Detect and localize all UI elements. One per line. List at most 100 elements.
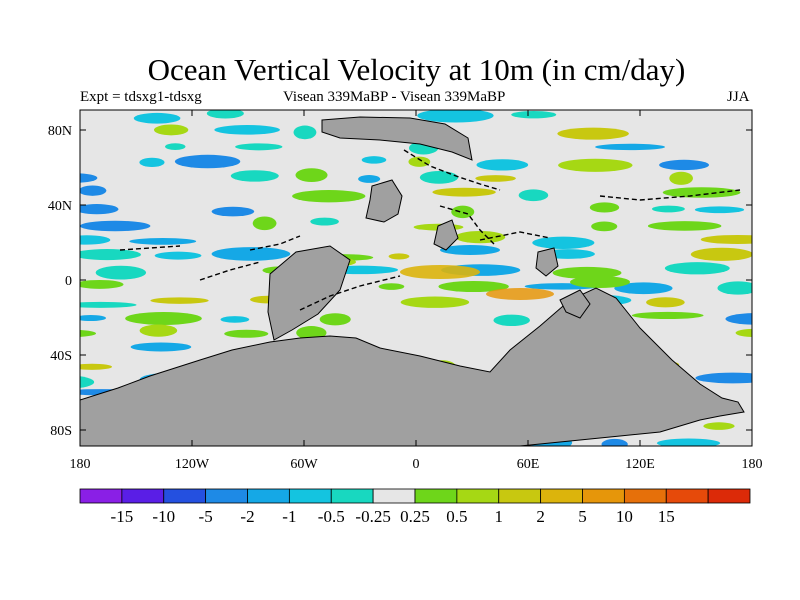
velocity-patch (139, 157, 165, 168)
velocity-patch (388, 253, 410, 260)
velocity-patch (476, 159, 529, 171)
velocity-patch (358, 175, 381, 183)
colorbar-swatch (498, 488, 542, 504)
velocity-patch (438, 280, 509, 293)
x-tick-label: 60W (290, 457, 318, 472)
colorbar-label: 10 (616, 507, 633, 526)
velocity-patch (129, 237, 197, 245)
y-axis: 80N 40N 0 40S 80S (48, 124, 752, 439)
velocity-patch (656, 438, 721, 446)
x-tick-label: 180 (742, 457, 763, 472)
land-small-isle-a (433, 219, 459, 251)
velocity-patch (80, 185, 107, 196)
velocity-patch (80, 204, 119, 215)
colorbar-swatch (163, 488, 207, 504)
velocity-patch (80, 363, 113, 370)
velocity-patch (432, 187, 496, 197)
velocity-patch (664, 262, 730, 275)
y-tick-label: 40S (50, 349, 72, 364)
colorbar-swatch (372, 488, 416, 504)
velocity-patch (646, 297, 685, 308)
colorbar-label: -1 (282, 507, 296, 526)
x-tick-label: 120E (625, 457, 655, 472)
velocity-patch (591, 221, 618, 232)
velocity-patch (80, 315, 107, 322)
coastline-dashes (119, 149, 741, 311)
velocity-patch (557, 127, 629, 140)
velocity-patch (235, 143, 283, 151)
velocity-patch (589, 202, 620, 213)
colorbar-label: 0.25 (400, 507, 430, 526)
colorbar-label: 2 (536, 507, 545, 526)
velocity-patch (230, 170, 279, 182)
colorbar-swatch (414, 488, 458, 504)
x-tick-label: 0 (413, 457, 420, 472)
colorbar-swatch (247, 488, 290, 504)
velocity-patch (292, 189, 366, 203)
colorbar-label: -10 (152, 507, 175, 526)
velocity-patch (378, 283, 405, 290)
velocity-patch (80, 249, 141, 261)
velocity-patch (130, 342, 192, 352)
colorbar-label: 1 (495, 507, 504, 526)
x-tick-label: 180 (70, 457, 91, 472)
velocity-patch (493, 314, 530, 327)
velocity-patch (319, 313, 351, 326)
velocity-patch (310, 217, 339, 226)
land-gondwana-west (267, 245, 351, 341)
velocity-patch (417, 110, 494, 123)
velocity-patch (511, 111, 557, 119)
colorbar-swatch (205, 488, 248, 504)
velocity-patch (717, 281, 752, 295)
velocity-patch (703, 422, 735, 430)
x-axis: 180 120W 60W 0 60E 120E 180 (70, 110, 763, 472)
velocity-patch (725, 313, 752, 325)
velocity-patch (758, 205, 796, 218)
velocity-patch (80, 235, 111, 245)
colorbar-swatch (665, 488, 709, 504)
y-tick-label: 80S (50, 424, 72, 439)
velocity-patch (647, 221, 722, 231)
velocity-patch (455, 230, 506, 244)
velocity-patch (80, 376, 95, 388)
velocity-patch (700, 234, 752, 245)
x-tick-label: 120W (175, 457, 210, 472)
velocity-patch (293, 125, 317, 140)
y-tick-label: 80N (48, 124, 72, 139)
velocity-patch (211, 206, 255, 217)
velocity-patch (595, 143, 665, 151)
colorbar-swatch (288, 488, 332, 504)
velocity-patch (451, 205, 475, 219)
velocity-patch (601, 438, 628, 446)
velocity-patch (690, 247, 752, 261)
y-tick-label: 40N (48, 199, 72, 214)
velocity-patch (532, 236, 595, 249)
velocity-patch (695, 372, 752, 384)
velocity-patch (80, 329, 97, 337)
velocity-patch (154, 251, 202, 260)
velocity-patch (558, 158, 633, 172)
velocity-patch (296, 326, 327, 340)
velocity-patch (206, 110, 244, 119)
colorbar-label: -15 (111, 507, 134, 526)
colorbar-label: 0.5 (446, 507, 467, 526)
velocity-patch (735, 328, 752, 338)
colorbar (79, 488, 751, 504)
velocity-patch (153, 124, 189, 136)
velocity-patch (139, 324, 178, 337)
velocity-patch (400, 296, 470, 308)
velocity-patch (659, 159, 709, 171)
land-gondwana-south (80, 287, 745, 446)
velocity-patch (759, 153, 800, 167)
velocity-patch (95, 265, 147, 280)
velocity-patch (165, 143, 186, 151)
velocity-patch (150, 297, 209, 304)
map-title: Ocean Vertical Velocity at 10m (in cm/da… (147, 52, 686, 87)
velocity-patch (125, 311, 202, 325)
colorbar-label: -5 (199, 507, 213, 526)
velocity-patch (662, 187, 741, 198)
colorbar-swatch (582, 488, 625, 504)
colorbar-swatch (79, 488, 123, 504)
colorbar-label: -0.5 (318, 507, 345, 526)
